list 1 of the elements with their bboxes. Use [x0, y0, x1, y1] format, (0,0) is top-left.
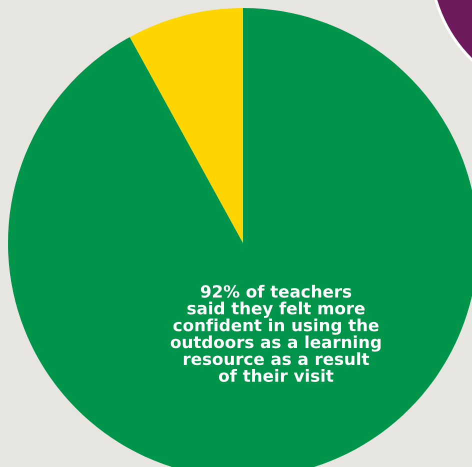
text: 92% of teachers said they felt more confident in using the outdoors as a learning resource as a result of their visit [170, 284, 381, 382]
